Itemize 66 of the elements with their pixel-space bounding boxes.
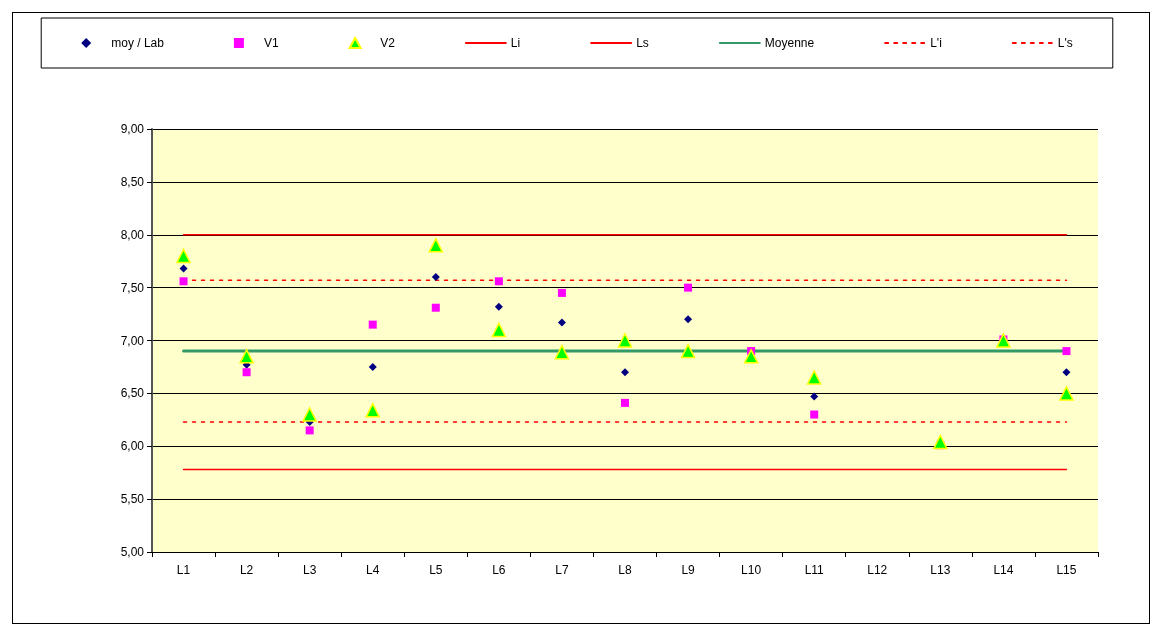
x-tick-label: L1 [176, 563, 191, 577]
x-tick-label: L7 [555, 563, 569, 577]
x-tick-label: L15 [1056, 563, 1077, 577]
x-tick-label: L6 [492, 563, 506, 577]
point [684, 315, 693, 324]
x-tick-label: L9 [681, 563, 696, 577]
point [365, 403, 380, 418]
point [368, 320, 377, 329]
point [621, 368, 629, 377]
point [680, 343, 696, 359]
point [491, 322, 507, 338]
point [242, 368, 251, 377]
y-tick-label: 7,00 [120, 333, 145, 348]
point [302, 407, 317, 422]
x-tick-label: L14 [993, 563, 1014, 577]
point [368, 362, 377, 371]
point [810, 410, 819, 419]
point [1062, 368, 1071, 377]
y-tick-label: 6,50 [120, 386, 145, 401]
point [806, 370, 822, 385]
legend-label: Ls [636, 36, 649, 50]
legend-label: V2 [380, 36, 396, 50]
legend-label: L'i [930, 36, 942, 50]
legend-label: Moyenne [764, 36, 815, 50]
y-tick-label: 5,00 [120, 545, 145, 559]
point [933, 434, 948, 450]
point [1062, 347, 1071, 356]
point [996, 333, 1011, 348]
x-tick-label: L5 [429, 563, 443, 577]
x-tick-label: L12 [867, 563, 888, 577]
point [431, 273, 440, 282]
y-tick-label: 7,50 [120, 280, 145, 295]
point [684, 283, 693, 292]
point [239, 349, 254, 364]
y-tick-label: 6,00 [120, 439, 145, 454]
legend-label: L's [1057, 36, 1073, 50]
point [557, 288, 566, 297]
point [176, 248, 191, 264]
point [431, 303, 440, 312]
y-tick-label: 5,50 [120, 492, 145, 507]
x-tick-label: L10 [741, 563, 762, 577]
point [554, 344, 570, 360]
legend-label: moy / Lab [111, 36, 165, 50]
x-tick-label: L4 [366, 563, 380, 577]
point [179, 264, 188, 273]
y-tick-label: 9,00 [120, 122, 145, 136]
point [617, 333, 633, 348]
y-tick-label: 8,00 [120, 227, 145, 242]
point [810, 392, 819, 401]
x-tick-label: L11 [804, 563, 825, 577]
x-tick-label: L8 [618, 563, 632, 577]
point [494, 277, 503, 286]
point [743, 349, 759, 364]
point [621, 398, 629, 407]
point [494, 302, 503, 311]
point [428, 238, 444, 253]
x-tick-label: L13 [930, 563, 951, 577]
legend-label: Li [510, 36, 521, 50]
x-tick-label: L2 [239, 563, 254, 577]
point [557, 318, 566, 327]
legend-label: V1 [263, 36, 279, 50]
point [179, 277, 188, 286]
point [305, 426, 314, 435]
y-tick-label: 8,50 [120, 174, 145, 189]
point [1059, 386, 1074, 401]
x-tick-label: L3 [302, 563, 317, 577]
